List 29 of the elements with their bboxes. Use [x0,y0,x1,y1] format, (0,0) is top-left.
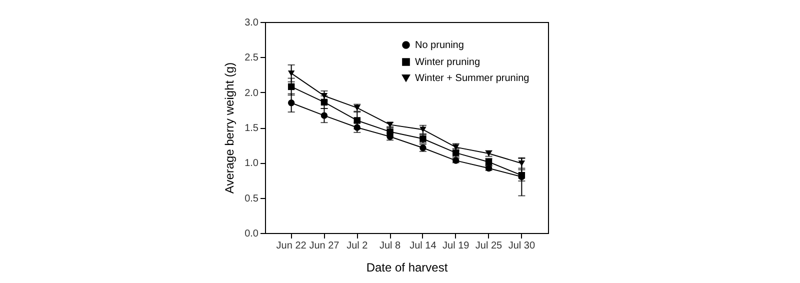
x-tick-label: Jul 2 [346,240,368,252]
legend-label: Winter + Summer pruning [415,73,530,84]
y-axis-title: Average berry weight (g) [222,62,237,194]
x-tick-label: Jul 19 [442,240,470,252]
x-tick-label: Jul 30 [508,240,536,252]
legend-label: No pruning [415,40,464,51]
point [288,83,295,90]
x-axis-title: Date of harvest [366,260,448,274]
y-tick-label: 2.0 [244,88,259,99]
y-tick-label: 1.0 [244,158,259,170]
x-tick-label: Jun 27 [309,240,340,252]
y-tick-label: 3.0 [244,18,259,28]
x-tick-label: Jun 22 [276,240,307,252]
y-tick-label: 0.5 [244,193,259,204]
point [320,92,328,99]
x-tick-label: Jul 14 [410,240,437,252]
legend-label: Winter pruning [415,57,480,68]
x-tick-label: Jul 25 [475,240,503,252]
point [288,70,295,76]
point [320,112,328,119]
y-tick-label: 1.5 [244,123,259,134]
x-tick-label: Jul 8 [379,240,402,252]
point [354,124,360,131]
point [518,160,526,166]
y-tick-label: 2.5 [244,52,259,64]
point [354,117,360,124]
point [288,100,295,106]
y-tick-label: 0.0 [244,228,259,240]
point [320,98,328,106]
